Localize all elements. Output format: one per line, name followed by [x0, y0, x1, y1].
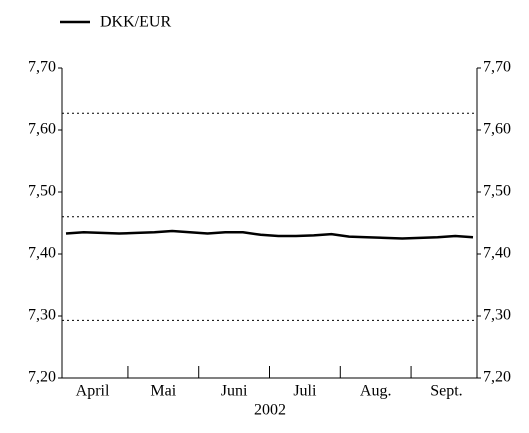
x-tick-label: Sept. [430, 383, 462, 400]
y-tick-label: 7,40 [28, 245, 56, 262]
y2-tick-label: 7,60 [483, 121, 511, 138]
y2-tick-label: 7,50 [483, 183, 511, 200]
y-tick-label: 7,60 [28, 121, 56, 138]
y-tick-label: 7,50 [28, 183, 56, 200]
series-line [65, 229, 474, 240]
legend-label: DKK/EUR [100, 14, 171, 31]
y2-tick-label: 7,70 [483, 59, 511, 76]
y2-tick-label: 7,30 [483, 307, 511, 324]
x-tick-label: Aug. [360, 383, 392, 400]
y2-tick-label: 7,20 [483, 369, 511, 386]
x-tick-label: Mai [150, 383, 176, 400]
x-tick-label: Juni [221, 383, 248, 400]
x-tick-label: Juli [293, 383, 317, 400]
y-tick-label: 7,20 [28, 369, 56, 386]
y-tick-label: 7,70 [28, 59, 56, 76]
y-tick-label: 7,30 [28, 307, 56, 324]
x-tick-label: April [76, 383, 110, 400]
y2-tick-label: 7,40 [483, 245, 511, 262]
x-axis-label: 2002 [254, 402, 286, 419]
